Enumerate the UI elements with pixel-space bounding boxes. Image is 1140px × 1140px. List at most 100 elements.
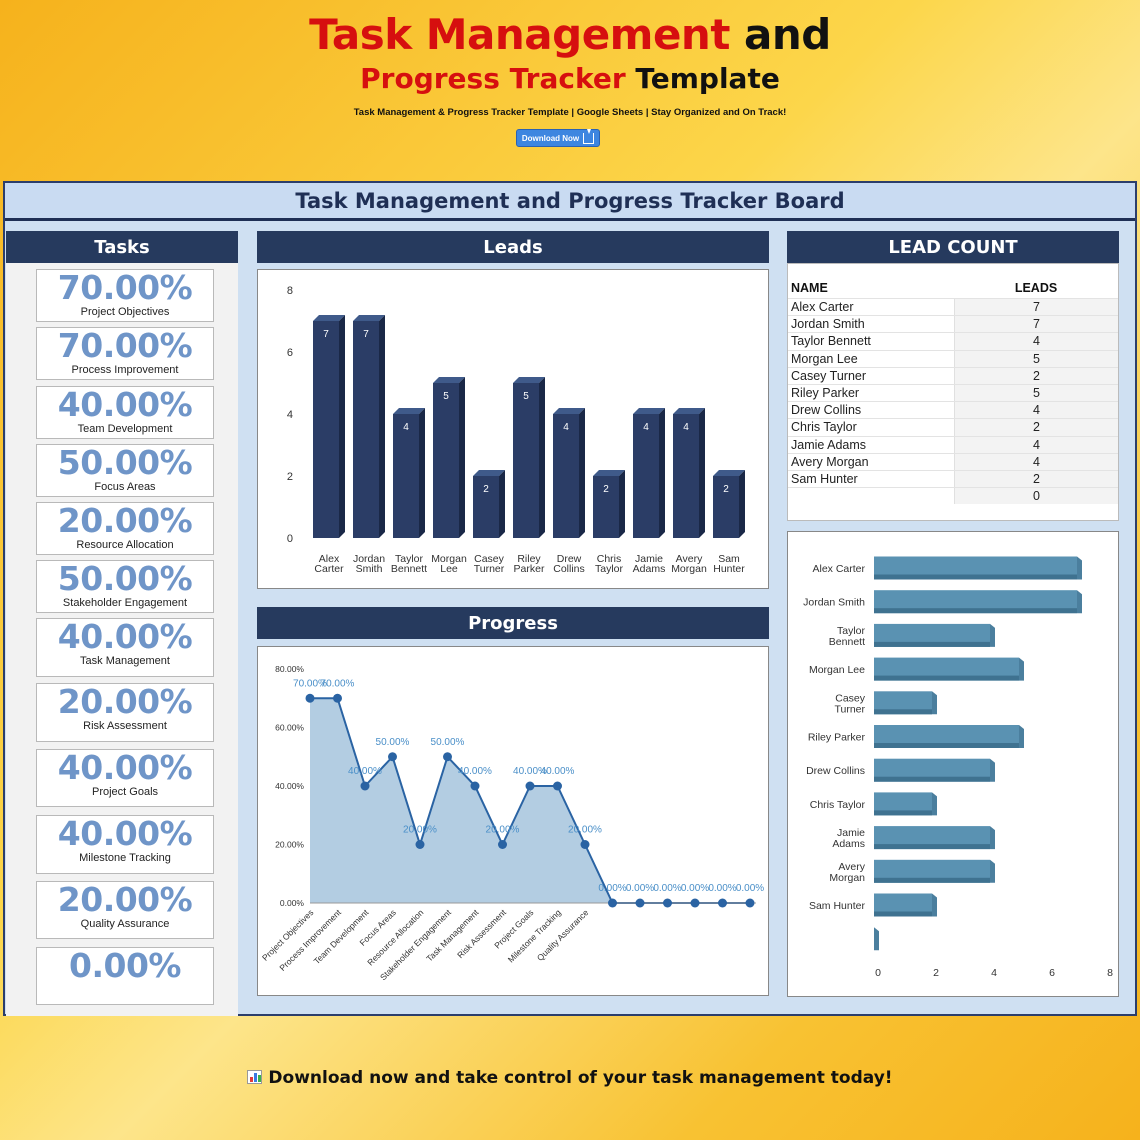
data-label: 4 — [563, 422, 569, 433]
bar-front — [353, 321, 379, 538]
bar-front — [553, 414, 579, 538]
bar-shade — [874, 911, 932, 917]
y-tick-label: 20.00% — [275, 840, 304, 850]
x-tick-label: Risk Assessment — [455, 907, 508, 960]
tasks-header: Tasks — [6, 231, 238, 263]
data-label: 70.00% — [293, 678, 327, 689]
task-percent: 70.00% — [57, 326, 193, 365]
bar-top — [593, 470, 625, 476]
bar-shade — [874, 844, 990, 850]
bar — [313, 315, 345, 538]
table-row: Riley Parker 5 — [788, 383, 1118, 402]
lead-count-table: NAME LEADS Alex Carter 7 Jordan Smith 7 Tayl… — [787, 263, 1119, 521]
x-tick-label: Turner — [474, 563, 505, 575]
table-row: Drew Collins 4 — [788, 401, 1118, 419]
lead-name-cell: Drew Collins — [791, 403, 862, 418]
lead-count-panel: LEAD COUNT NAME LEADS Alex Carter 7 Jordan… — [787, 231, 1119, 521]
bar-side — [932, 893, 937, 917]
bar — [874, 859, 995, 883]
data-label: 0.00% — [598, 883, 626, 894]
data-point — [525, 781, 535, 791]
task-card: 40.00% Task Management — [36, 618, 214, 677]
x-tick-label: Carter — [314, 563, 344, 575]
y-tick-label: Casey — [835, 692, 866, 704]
data-point — [415, 840, 425, 849]
bar-shade — [874, 810, 932, 816]
x-tick-label: Quality Assurance — [535, 907, 591, 963]
bar-front — [513, 383, 539, 538]
lead-value-cell: 5 — [954, 350, 1118, 367]
task-label: Process Improvement — [71, 364, 179, 376]
progress-area-chart: 0.00%20.00%40.00%60.00%80.00%70.00%Proje… — [260, 664, 764, 982]
data-point — [305, 693, 315, 703]
table-row: Chris Taylor 2 — [788, 418, 1118, 436]
bar — [874, 927, 879, 951]
y-tick-label: Drew Collins — [806, 765, 865, 777]
bar — [393, 408, 425, 538]
bar-front — [874, 725, 1019, 748]
x-tick-label: Morgan — [671, 563, 707, 575]
data-label: 4 — [643, 422, 649, 433]
y-tick-label: Morgan — [829, 872, 865, 884]
y-tick-label: Jamie — [837, 827, 865, 839]
bar-shade — [874, 709, 932, 715]
bar-front — [874, 657, 1019, 681]
bar — [433, 377, 465, 538]
data-label: 5 — [523, 391, 529, 402]
data-point — [718, 898, 727, 908]
data-point — [663, 898, 672, 908]
y-tick-label: Adams — [832, 838, 865, 850]
data-label: 4 — [683, 422, 689, 433]
data-point — [580, 840, 590, 849]
data-label: 4 — [403, 422, 409, 433]
bar-shade — [874, 641, 990, 647]
data-point — [608, 898, 617, 908]
bar — [874, 623, 995, 647]
x-tick-label: Taylor — [395, 553, 424, 565]
y-tick-label: Alex Carter — [812, 563, 865, 575]
data-label: 7 — [363, 329, 369, 340]
task-percent: 20.00% — [57, 880, 193, 919]
task-percent: 40.00% — [57, 814, 193, 853]
download-icon — [583, 128, 595, 144]
lead-name-cell: Taylor Bennett — [791, 334, 871, 349]
bar-front — [874, 893, 932, 917]
y-tick-label: 60.00% — [275, 723, 304, 733]
bar — [874, 590, 1082, 614]
bar-side — [339, 315, 345, 538]
table-body: Alex Carter 7 Jordan Smith 7 Taylor Bennett 4… — [788, 298, 1118, 505]
lead-value-cell: 2 — [954, 419, 1118, 436]
bar-front — [593, 476, 619, 538]
bar — [633, 408, 665, 538]
bar — [874, 725, 1024, 748]
x-tick-label: Alex — [319, 553, 340, 565]
task-card: 50.00% Stakeholder Engagement — [36, 560, 214, 613]
bar-side — [419, 408, 425, 538]
bar-side — [1019, 725, 1024, 748]
task-label: Stakeholder Engagement — [62, 597, 188, 609]
bar-front — [633, 414, 659, 538]
bar-front — [393, 414, 419, 538]
lead-count-header: LEAD COUNT — [787, 231, 1119, 263]
leads-bar-chart: 024687AlexCarter7JordanSmith4TaylorBenne… — [287, 285, 745, 575]
col-name-header: NAME — [791, 281, 828, 295]
bar — [473, 470, 505, 538]
y-tick-label: 6 — [287, 347, 293, 359]
data-label: 2 — [723, 484, 729, 495]
data-label: 0.00% — [681, 883, 709, 894]
y-tick-label: 40.00% — [275, 781, 304, 791]
bar — [513, 377, 545, 538]
download-now-button[interactable]: Download Now — [516, 128, 600, 147]
task-card: 50.00% Focus Areas — [36, 444, 214, 497]
task-percent: 50.00% — [57, 559, 193, 598]
bar-side — [990, 623, 995, 647]
data-point — [333, 693, 342, 703]
lead-value-cell: 4 — [954, 333, 1118, 350]
y-tick-label: 0 — [287, 533, 293, 545]
table-row: Alex Carter 7 — [788, 298, 1118, 316]
bar-front — [874, 590, 1077, 614]
lead-name-cell: Jamie Adams — [791, 437, 867, 452]
x-tick-label: Chris — [597, 553, 622, 565]
task-card: 70.00% Project Objectives — [36, 269, 214, 322]
